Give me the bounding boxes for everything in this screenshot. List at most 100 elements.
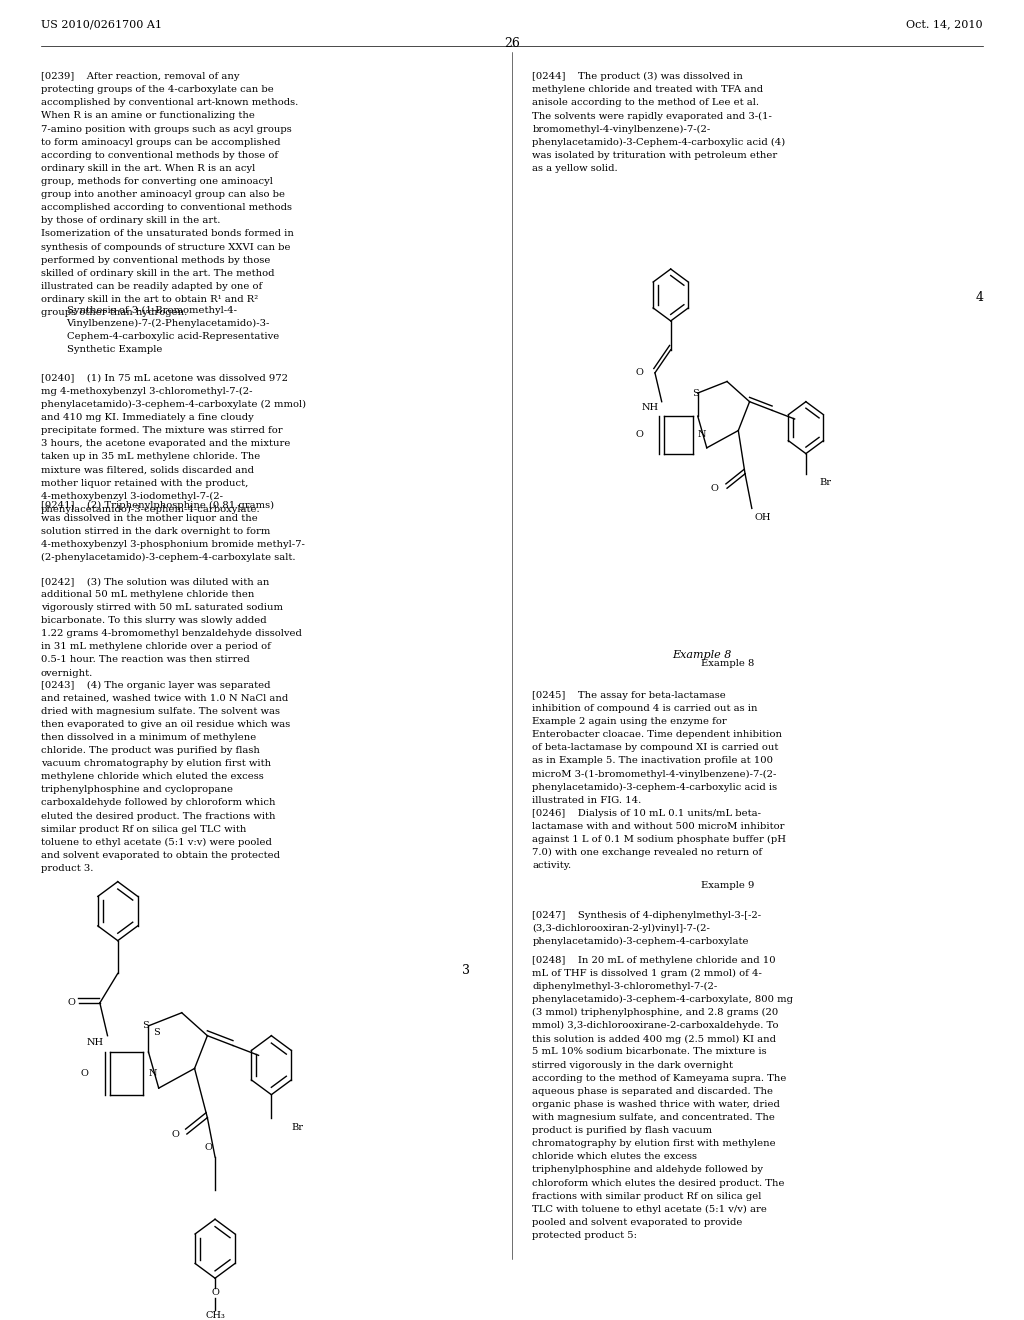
Text: 3: 3 bbox=[462, 964, 470, 977]
Text: methylene chloride and treated with TFA and: methylene chloride and treated with TFA … bbox=[532, 86, 764, 94]
Text: O: O bbox=[205, 1143, 213, 1151]
Text: Br: Br bbox=[292, 1123, 304, 1133]
Text: 4-methoxybenzyl 3-phosphonium bromide methyl-7-: 4-methoxybenzyl 3-phosphonium bromide me… bbox=[41, 540, 305, 549]
Text: in 31 mL methylene chloride over a period of: in 31 mL methylene chloride over a perio… bbox=[41, 643, 270, 651]
Text: bicarbonate. To this slurry was slowly added: bicarbonate. To this slurry was slowly a… bbox=[41, 616, 266, 626]
Text: activity.: activity. bbox=[532, 862, 571, 870]
Text: phenylacetamido)-3-cephem-4-carboxylate.: phenylacetamido)-3-cephem-4-carboxylate. bbox=[41, 504, 260, 513]
Text: according to conventional methods by those of: according to conventional methods by tho… bbox=[41, 150, 279, 160]
Text: 4-methoxybenzyl 3-iodomethyl-7-(2-: 4-methoxybenzyl 3-iodomethyl-7-(2- bbox=[41, 491, 223, 500]
Text: aqueous phase is separated and discarded. The: aqueous phase is separated and discarded… bbox=[532, 1086, 773, 1096]
Text: ordinary skill in the art to obtain R¹ and R²: ordinary skill in the art to obtain R¹ a… bbox=[41, 294, 258, 304]
Text: performed by conventional methods by those: performed by conventional methods by tho… bbox=[41, 256, 270, 264]
Text: [0243]    (4) The organic layer was separated: [0243] (4) The organic layer was separat… bbox=[41, 680, 270, 689]
Text: ordinary skill in the art. When R is an acyl: ordinary skill in the art. When R is an … bbox=[41, 164, 255, 173]
Text: TLC with toluene to ethyl acetate (5:1 v/v) are: TLC with toluene to ethyl acetate (5:1 v… bbox=[532, 1205, 767, 1214]
Text: to form aminoacyl groups can be accomplished: to form aminoacyl groups can be accompli… bbox=[41, 137, 281, 147]
Text: O: O bbox=[81, 1069, 88, 1078]
Text: synthesis of compounds of structure XXVI can be: synthesis of compounds of structure XXVI… bbox=[41, 243, 291, 252]
Text: and solvent evaporated to obtain the protected: and solvent evaporated to obtain the pro… bbox=[41, 851, 280, 859]
Text: according to the method of Kameyama supra. The: according to the method of Kameyama supr… bbox=[532, 1073, 786, 1082]
Text: [0240]    (1) In 75 mL acetone was dissolved 972: [0240] (1) In 75 mL acetone was dissolve… bbox=[41, 374, 288, 383]
Text: 3 hours, the acetone evaporated and the mixture: 3 hours, the acetone evaporated and the … bbox=[41, 440, 291, 449]
Text: S: S bbox=[692, 388, 698, 397]
Text: eluted the desired product. The fractions with: eluted the desired product. The fraction… bbox=[41, 812, 275, 821]
Text: triphenylphosphine and aldehyde followed by: triphenylphosphine and aldehyde followed… bbox=[532, 1166, 764, 1175]
Text: pooled and solvent evaporated to provide: pooled and solvent evaporated to provide bbox=[532, 1218, 742, 1226]
Text: 0.5-1 hour. The reaction was then stirred: 0.5-1 hour. The reaction was then stirre… bbox=[41, 656, 250, 664]
Text: US 2010/0261700 A1: US 2010/0261700 A1 bbox=[41, 20, 162, 29]
Text: accomplished by conventional art-known methods.: accomplished by conventional art-known m… bbox=[41, 98, 298, 107]
Text: mmol) 3,3-dichlorooxirane-2-carboxaldehyde. To: mmol) 3,3-dichlorooxirane-2-carboxaldehy… bbox=[532, 1022, 779, 1031]
Text: lactamase with and without 500 microM inhibitor: lactamase with and without 500 microM in… bbox=[532, 822, 785, 832]
Text: phenylacetamido)-3-cephem-4-carboxylic acid is: phenylacetamido)-3-cephem-4-carboxylic a… bbox=[532, 783, 777, 792]
Text: group into another aminoacyl group can also be: group into another aminoacyl group can a… bbox=[41, 190, 285, 199]
Text: overnight.: overnight. bbox=[41, 669, 93, 677]
Text: vacuum chromatography by elution first with: vacuum chromatography by elution first w… bbox=[41, 759, 271, 768]
Text: mixture was filtered, solids discarded and: mixture was filtered, solids discarded a… bbox=[41, 466, 254, 474]
Text: 4: 4 bbox=[976, 292, 984, 304]
Text: of beta-lactamase by compound XI is carried out: of beta-lactamase by compound XI is carr… bbox=[532, 743, 779, 752]
Text: S: S bbox=[153, 1028, 160, 1038]
Text: Vinylbenzene)-7-(2-Phenylacetamido)-3-: Vinylbenzene)-7-(2-Phenylacetamido)-3- bbox=[67, 318, 270, 327]
Text: Cephem-4-carboxylic acid-Representative: Cephem-4-carboxylic acid-Representative bbox=[67, 331, 279, 341]
Text: as a yellow solid.: as a yellow solid. bbox=[532, 164, 618, 173]
Text: organic phase is washed thrice with water, dried: organic phase is washed thrice with wate… bbox=[532, 1100, 780, 1109]
Text: fractions with similar product Rf on silica gel: fractions with similar product Rf on sil… bbox=[532, 1192, 762, 1201]
Text: CH₃: CH₃ bbox=[205, 1311, 225, 1320]
Text: against 1 L of 0.1 M sodium phosphate buffer (pH: against 1 L of 0.1 M sodium phosphate bu… bbox=[532, 836, 786, 845]
Text: [0245]    The assay for beta-lactamase: [0245] The assay for beta-lactamase bbox=[532, 690, 726, 700]
Text: Oct. 14, 2010: Oct. 14, 2010 bbox=[906, 20, 983, 29]
Text: NH: NH bbox=[86, 1038, 103, 1047]
Text: Example 8: Example 8 bbox=[701, 660, 755, 668]
Text: this solution is added 400 mg (2.5 mmol) KI and: this solution is added 400 mg (2.5 mmol)… bbox=[532, 1035, 776, 1044]
Text: skilled of ordinary skill in the art. The method: skilled of ordinary skill in the art. Th… bbox=[41, 269, 274, 277]
Text: Enterobacter cloacae. Time dependent inhibition: Enterobacter cloacae. Time dependent inh… bbox=[532, 730, 782, 739]
Text: precipitate formed. The mixture was stirred for: precipitate formed. The mixture was stir… bbox=[41, 426, 283, 436]
Text: protecting groups of the 4-carboxylate can be: protecting groups of the 4-carboxylate c… bbox=[41, 86, 273, 94]
Text: phenylacetamido)-3-cephem-4-carboxylate, 800 mg: phenylacetamido)-3-cephem-4-carboxylate,… bbox=[532, 995, 794, 1005]
Text: 1.22 grams 4-bromomethyl benzaldehyde dissolved: 1.22 grams 4-bromomethyl benzaldehyde di… bbox=[41, 630, 302, 639]
Text: product is purified by flash vacuum: product is purified by flash vacuum bbox=[532, 1126, 713, 1135]
Text: with magnesium sulfate, and concentrated. The: with magnesium sulfate, and concentrated… bbox=[532, 1113, 775, 1122]
Text: Synthesis of 3-(1-Bromomethyl-4-: Synthesis of 3-(1-Bromomethyl-4- bbox=[67, 305, 237, 314]
Text: [0242]    (3) The solution was diluted with an: [0242] (3) The solution was diluted with… bbox=[41, 577, 269, 586]
Text: (3 mmol) triphenylphosphine, and 2.8 grams (20: (3 mmol) triphenylphosphine, and 2.8 gra… bbox=[532, 1008, 778, 1018]
Text: anisole according to the method of Lee et al.: anisole according to the method of Lee e… bbox=[532, 98, 760, 107]
Text: then dissolved in a minimum of methylene: then dissolved in a minimum of methylene bbox=[41, 733, 256, 742]
Text: phenylacetamido)-3-cephem-4-carboxylate (2 mmol): phenylacetamido)-3-cephem-4-carboxylate … bbox=[41, 400, 306, 409]
Text: carboxaldehyde followed by chloroform which: carboxaldehyde followed by chloroform wh… bbox=[41, 799, 275, 808]
Text: (2-phenylacetamido)-3-cephem-4-carboxylate salt.: (2-phenylacetamido)-3-cephem-4-carboxyla… bbox=[41, 553, 296, 562]
Text: N: N bbox=[697, 430, 707, 440]
Text: Isomerization of the unsaturated bonds formed in: Isomerization of the unsaturated bonds f… bbox=[41, 230, 294, 239]
Text: methylene chloride which eluted the excess: methylene chloride which eluted the exce… bbox=[41, 772, 264, 781]
Text: Example 9: Example 9 bbox=[701, 880, 755, 890]
Text: illustrated in FIG. 14.: illustrated in FIG. 14. bbox=[532, 796, 642, 805]
Text: The solvents were rapidly evaporated and 3-(1-: The solvents were rapidly evaporated and… bbox=[532, 111, 772, 120]
Text: stirred vigorously in the dark overnight: stirred vigorously in the dark overnight bbox=[532, 1060, 733, 1069]
Text: phenylacetamido)-3-cephem-4-carboxylate: phenylacetamido)-3-cephem-4-carboxylate bbox=[532, 937, 749, 946]
Text: [0246]    Dialysis of 10 mL 0.1 units/mL beta-: [0246] Dialysis of 10 mL 0.1 units/mL be… bbox=[532, 809, 762, 818]
Text: by those of ordinary skill in the art.: by those of ordinary skill in the art. bbox=[41, 216, 220, 226]
Text: was dissolved in the mother liquor and the: was dissolved in the mother liquor and t… bbox=[41, 513, 258, 523]
Text: illustrated can be readily adapted by one of: illustrated can be readily adapted by on… bbox=[41, 282, 262, 290]
Text: N: N bbox=[148, 1069, 157, 1078]
Text: O: O bbox=[171, 1130, 179, 1139]
Text: toluene to ethyl acetate (5:1 v:v) were pooled: toluene to ethyl acetate (5:1 v:v) were … bbox=[41, 838, 271, 847]
Text: bromomethyl-4-vinylbenzene)-7-(2-: bromomethyl-4-vinylbenzene)-7-(2- bbox=[532, 124, 711, 133]
Text: mg 4-methoxybenzyl 3-chloromethyl-7-(2-: mg 4-methoxybenzyl 3-chloromethyl-7-(2- bbox=[41, 387, 253, 396]
Text: NH: NH bbox=[642, 403, 659, 412]
Text: [0247]    Synthesis of 4-diphenylmethyl-3-[-2-: [0247] Synthesis of 4-diphenylmethyl-3-[… bbox=[532, 911, 762, 920]
Text: When R is an amine or functionalizing the: When R is an amine or functionalizing th… bbox=[41, 111, 255, 120]
Text: 5 mL 10% sodium bicarbonate. The mixture is: 5 mL 10% sodium bicarbonate. The mixture… bbox=[532, 1048, 767, 1056]
Text: mL of THF is dissolved 1 gram (2 mmol) of 4-: mL of THF is dissolved 1 gram (2 mmol) o… bbox=[532, 969, 762, 978]
Text: inhibition of compound 4 is carried out as in: inhibition of compound 4 is carried out … bbox=[532, 704, 758, 713]
Text: microM 3-(1-bromomethyl-4-vinylbenzene)-7-(2-: microM 3-(1-bromomethyl-4-vinylbenzene)-… bbox=[532, 770, 777, 779]
Text: diphenylmethyl-3-chloromethyl-7-(2-: diphenylmethyl-3-chloromethyl-7-(2- bbox=[532, 982, 718, 991]
Text: group, methods for converting one aminoacyl: group, methods for converting one aminoa… bbox=[41, 177, 272, 186]
Text: groups other than hydrogen.: groups other than hydrogen. bbox=[41, 308, 187, 317]
Text: similar product Rf on silica gel TLC with: similar product Rf on silica gel TLC wit… bbox=[41, 825, 247, 834]
Text: O: O bbox=[211, 1288, 219, 1298]
Text: vigorously stirred with 50 mL saturated sodium: vigorously stirred with 50 mL saturated … bbox=[41, 603, 283, 612]
Text: chromatography by elution first with methylene: chromatography by elution first with met… bbox=[532, 1139, 776, 1148]
